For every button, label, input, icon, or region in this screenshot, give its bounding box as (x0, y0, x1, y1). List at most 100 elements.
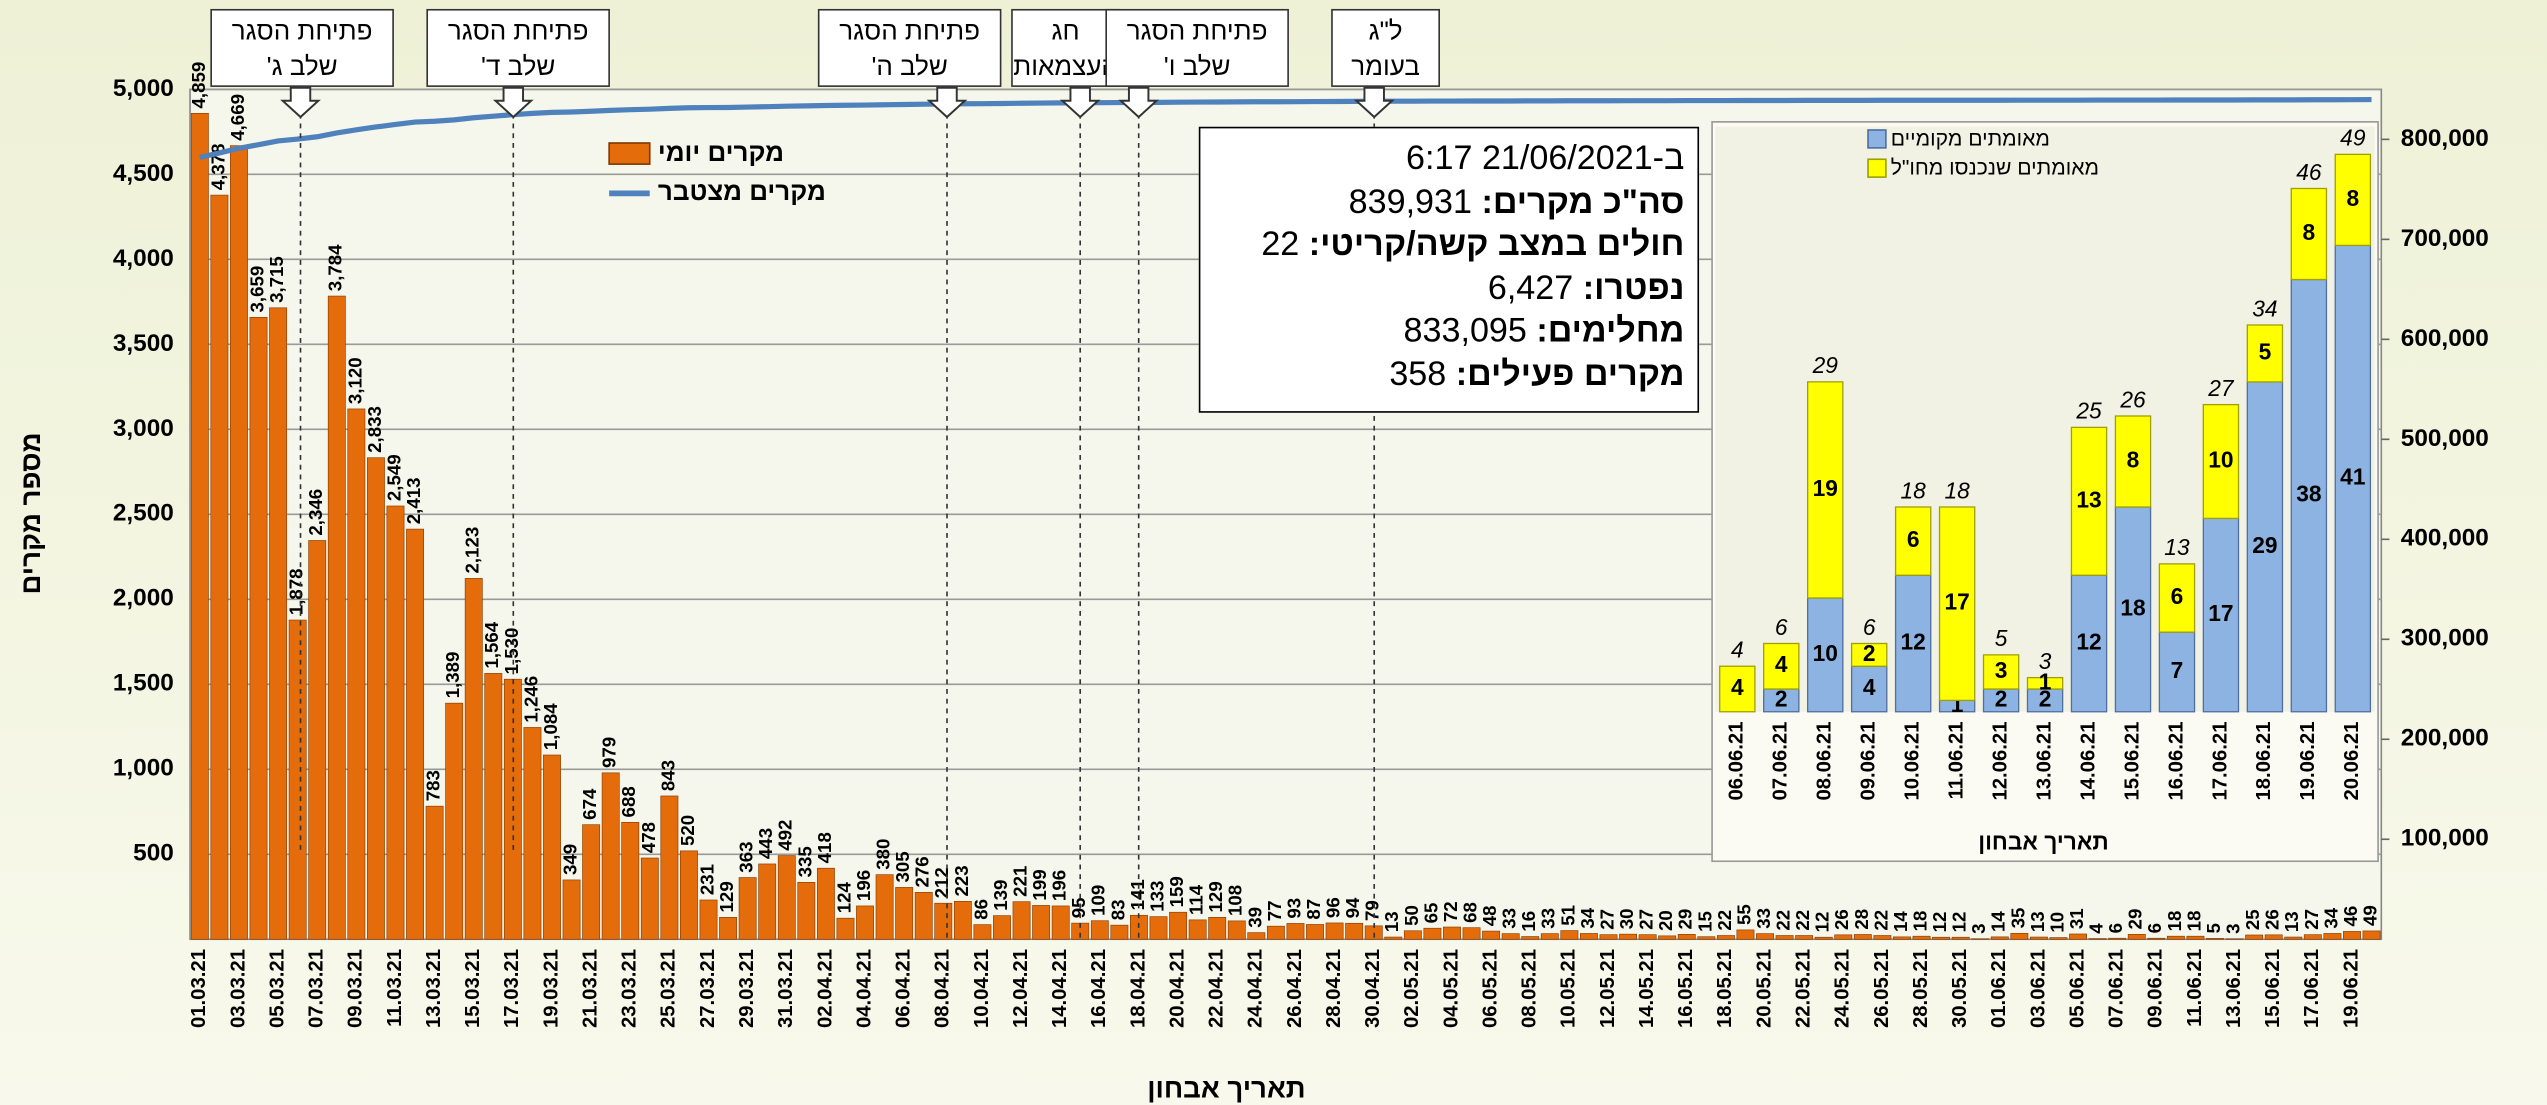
x-tick-label: 24.04.21 (1245, 949, 1267, 1028)
value-label: 1,878 (286, 568, 307, 615)
stack-segment (1850, 665, 1888, 713)
x-tick-label: 27.03.21 (697, 949, 719, 1028)
y-tick-label: 1,000 (113, 755, 174, 782)
event-label: פתיחת הסגר (448, 15, 589, 45)
event-label: פתיחת הסגר (839, 15, 980, 45)
y2-tick-label: 400,000 (2401, 525, 2489, 552)
bar (1795, 935, 1814, 940)
x-tick-label: 07.06.21 (2106, 949, 2128, 1028)
bar (836, 917, 855, 940)
bar (2303, 934, 2322, 940)
value-label: 520 (677, 815, 698, 846)
value-label: 14 (1988, 911, 2009, 932)
value-label: 27 (2301, 909, 2322, 930)
bar (601, 772, 620, 940)
bar (1325, 922, 1344, 940)
event-arrow (1059, 86, 1101, 119)
value-label: 31 (2066, 908, 2087, 929)
inset-x-tick-label: 17.06.21 (2209, 722, 2231, 801)
value-label: 2,413 (403, 477, 424, 524)
bar (2127, 933, 2146, 940)
x-tick-label: 12.05.21 (1597, 949, 1619, 1028)
bar (1345, 922, 1364, 940)
stack-segment (2334, 244, 2372, 713)
bar (190, 113, 209, 940)
legend-swatch (1867, 129, 1887, 149)
stack-segment (2246, 381, 2284, 713)
value-label: 27 (1596, 909, 1617, 930)
y2-tick-label: 200,000 (2401, 725, 2489, 752)
x-tick-label: 08.05.21 (1519, 949, 1541, 1028)
bar (1482, 930, 1501, 940)
stack-segment (2290, 278, 2328, 713)
value-label: 94 (1342, 897, 1363, 918)
segment-label: 1 (2039, 668, 2052, 694)
bar (973, 924, 992, 940)
value-label: 22 (1870, 910, 1891, 931)
bar (288, 619, 307, 940)
bar (621, 821, 640, 940)
bar (2264, 934, 2283, 940)
x-tick-label: 03.06.21 (2027, 949, 2049, 1028)
value-label: 139 (990, 880, 1011, 911)
x-tick-label: 13.06.21 (2223, 949, 2245, 1028)
segment-label: 17 (1944, 589, 1969, 615)
inset-x-tick-label: 19.06.21 (2297, 722, 2319, 801)
bar (777, 855, 796, 940)
bar (2147, 937, 2166, 940)
value-label: 221 (1009, 866, 1030, 897)
x-tick-label: 06.05.21 (1479, 949, 1501, 1028)
inset-x-tick-label: 10.06.21 (1902, 722, 1924, 801)
bar (2010, 932, 2029, 940)
bar (1873, 935, 1892, 940)
stack-segment (2158, 631, 2196, 713)
bar (1012, 901, 1031, 940)
inset-x-title: תאריך אבחון (1978, 828, 2108, 854)
value-label: 25 (2242, 909, 2263, 930)
value-label: 492 (775, 820, 796, 851)
value-label: 33 (1538, 908, 1559, 929)
value-label: 141 (1127, 879, 1148, 910)
bar (1814, 936, 1833, 940)
value-label: 50 (1401, 905, 1422, 926)
inset-x-tick-label: 18.06.21 (2253, 722, 2275, 801)
value-label: 231 (696, 864, 717, 895)
y-axis-title: מספר מקרים (15, 432, 46, 594)
stack-segment (2114, 415, 2152, 508)
bar (1149, 916, 1168, 940)
info-value: 22 (1261, 225, 1300, 264)
info-value: 358 (1389, 355, 1447, 393)
x-tick-label: 01.06.21 (1988, 949, 2010, 1028)
event-label: ל"ג (1369, 15, 1403, 45)
segment-label: 6 (2171, 583, 2184, 609)
x-tick-label: 02.04.21 (814, 949, 836, 1028)
x-tick-label: 26.04.21 (1284, 949, 1306, 1028)
segment-label: 8 (2127, 446, 2140, 472)
value-label: 129 (1205, 881, 1226, 912)
value-label: 33 (1753, 908, 1774, 929)
bar (1658, 935, 1677, 940)
bar (993, 915, 1011, 940)
value-label: 51 (1557, 905, 1578, 926)
x-tick-label: 14.05.21 (1636, 949, 1658, 1028)
bar (543, 754, 561, 940)
inset-x-tick-label: 07.06.21 (1770, 722, 1792, 801)
total-label: 29 (1812, 352, 1839, 378)
bar (1540, 933, 1559, 940)
bar (1619, 933, 1637, 940)
bar (1560, 930, 1579, 940)
event-label: שלב ד' (481, 51, 555, 81)
bar (1266, 925, 1285, 940)
value-label: 2,346 (305, 489, 326, 536)
bar (2343, 931, 2361, 940)
stack-segment (2070, 574, 2108, 713)
bar (816, 867, 835, 940)
bar (327, 295, 346, 940)
bar (1208, 916, 1227, 940)
total-label: 18 (1901, 477, 1927, 503)
segment-label: 8 (2303, 219, 2316, 245)
segment-label: 29 (2252, 532, 2277, 558)
total-label: 27 (2207, 375, 2235, 401)
stack-segment (1763, 642, 1800, 690)
value-label: 159 (1166, 876, 1187, 907)
